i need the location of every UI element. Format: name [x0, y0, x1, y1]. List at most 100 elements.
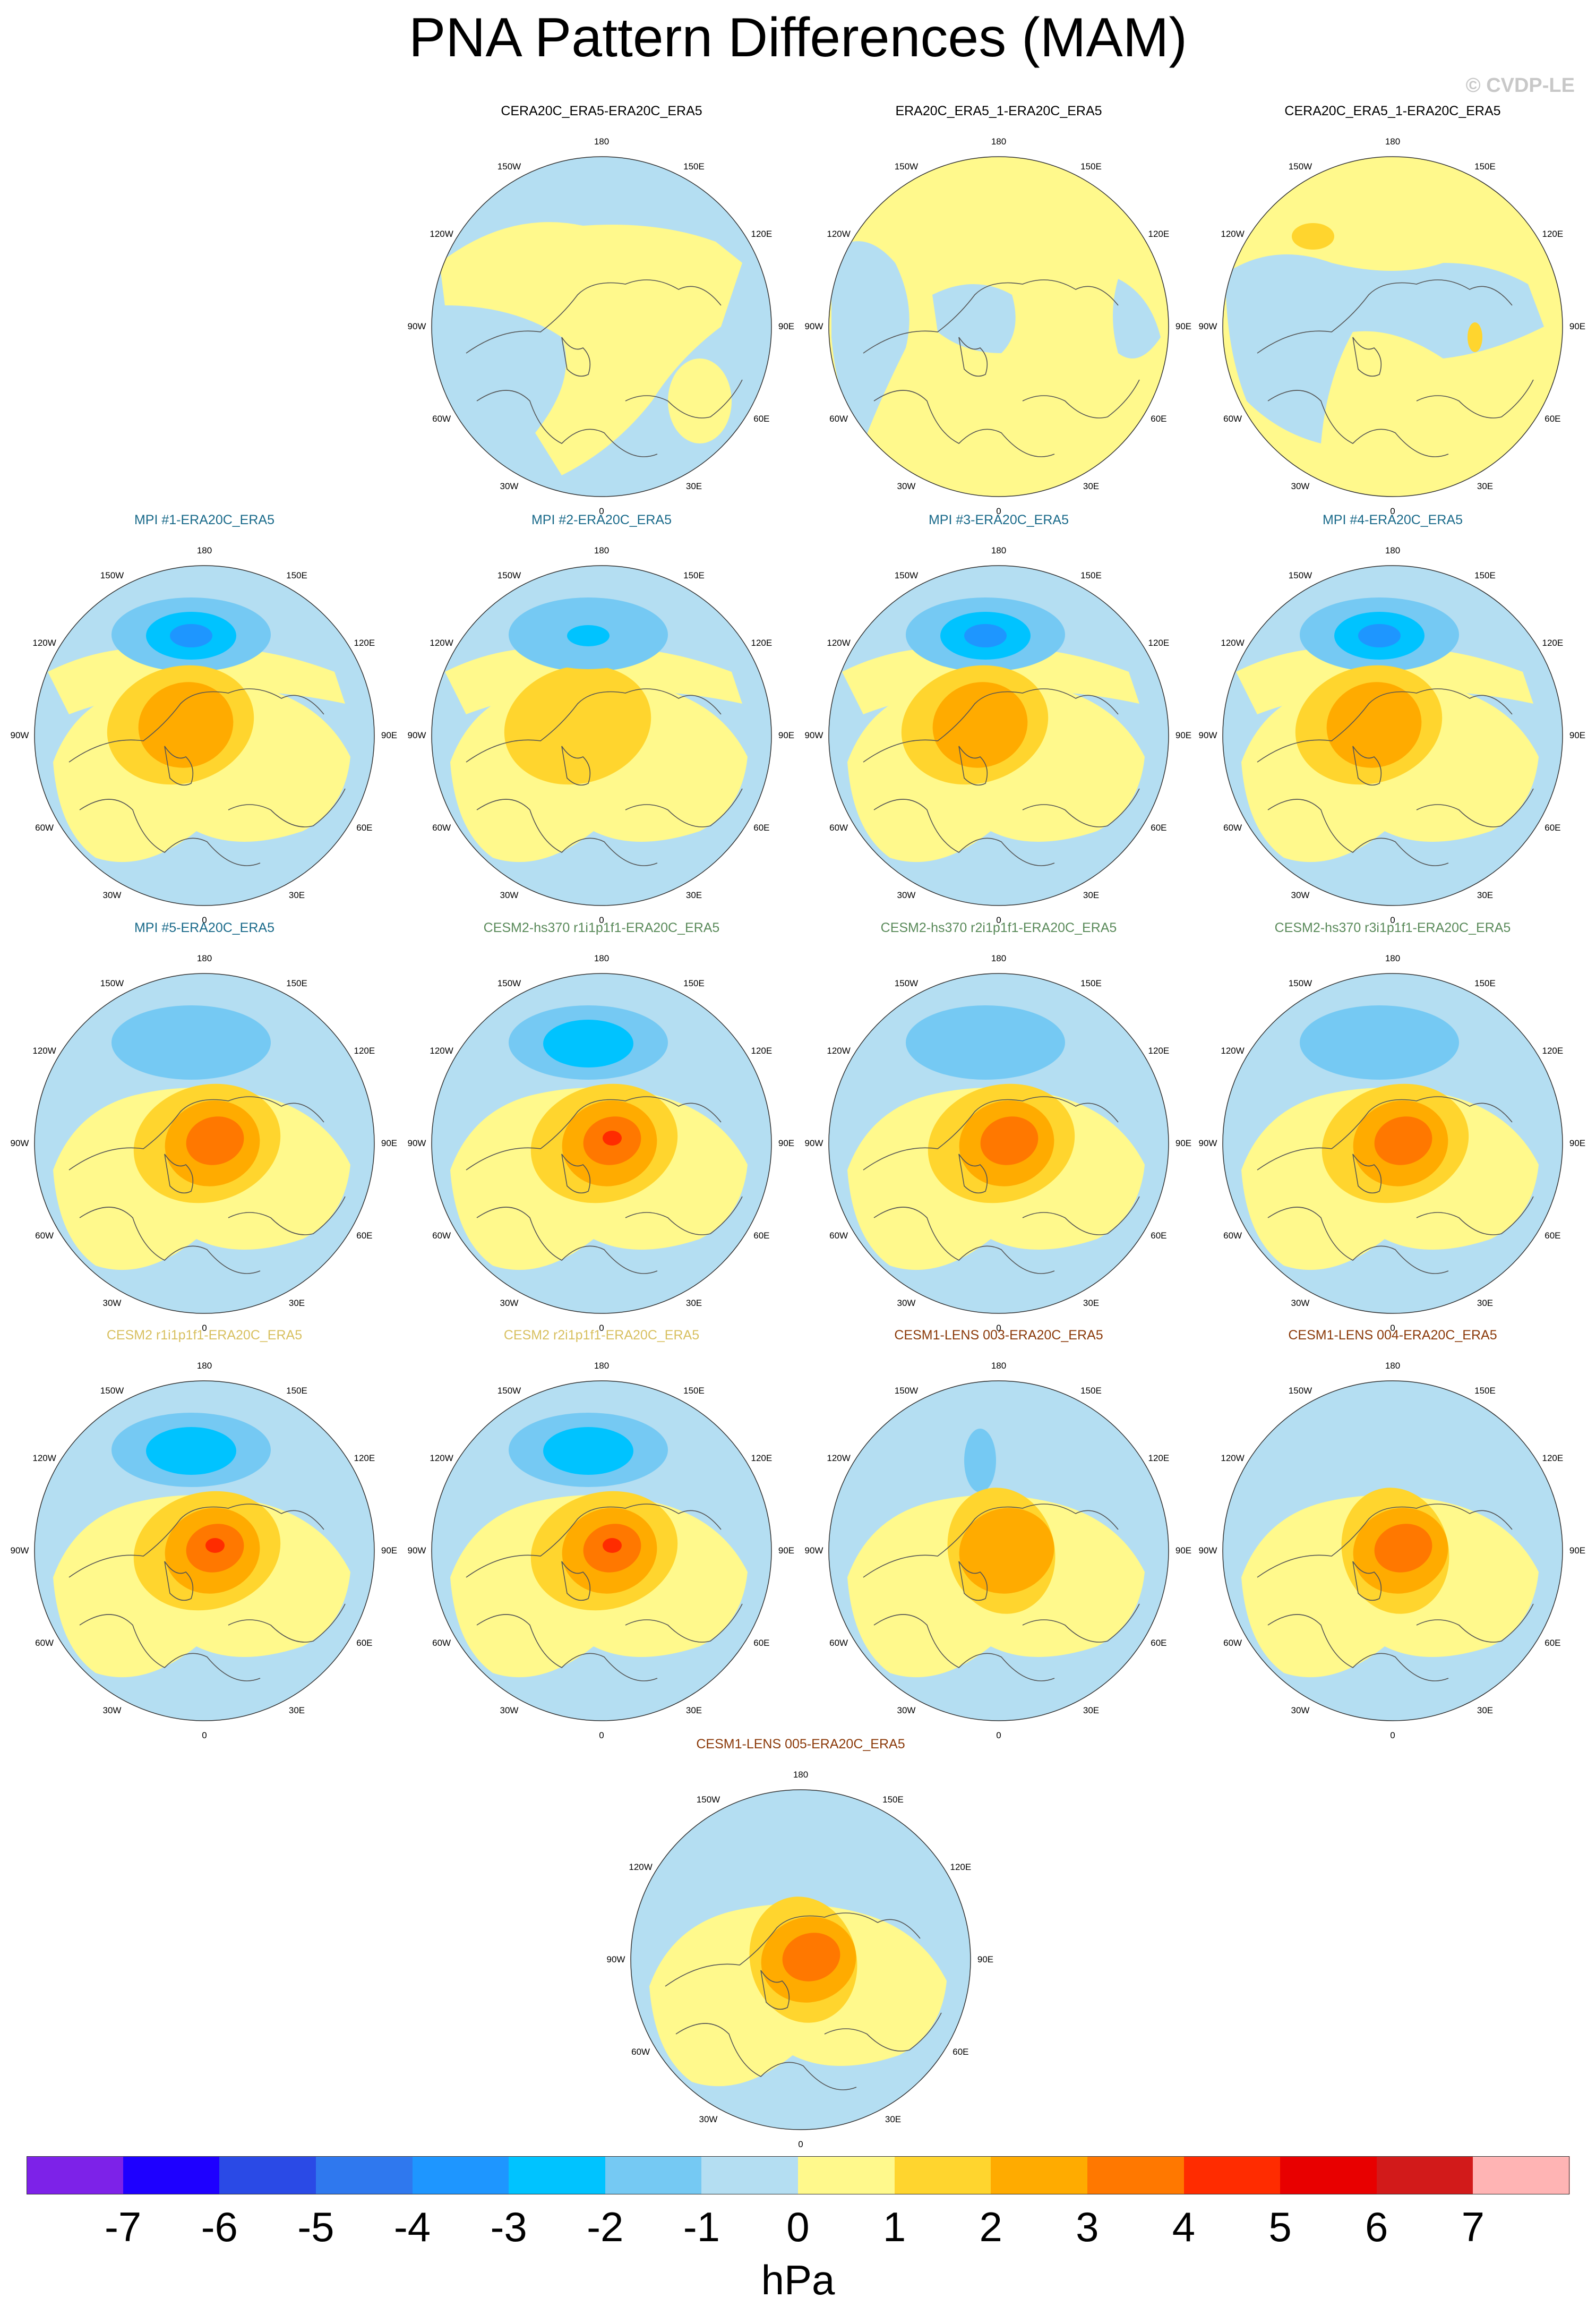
colorbar-tick-label: -1	[683, 2203, 720, 2250]
longitude-label: 120E	[751, 1453, 773, 1463]
longitude-label: 30W	[897, 1705, 916, 1716]
colorbar-tick-label: 6	[1365, 2203, 1388, 2250]
coastline	[1267, 1207, 1449, 1274]
negative-region	[932, 284, 1016, 353]
longitude-label: 120W	[430, 638, 453, 648]
coastline	[561, 746, 591, 786]
coastline	[1267, 799, 1449, 866]
longitude-label: 90E	[1175, 1545, 1192, 1556]
longitude-label: 180	[991, 136, 1007, 147]
coastline	[466, 688, 722, 763]
coastline	[873, 1207, 1055, 1274]
map-boundary	[828, 565, 1169, 906]
coastline	[1267, 390, 1449, 457]
longitude-label: 150W	[497, 570, 521, 580]
map-panel: CESM1-LENS 004-ERA20C_ERA5 180 150E 120E 90E…	[1194, 1328, 1592, 1740]
map-panel: CESM2-hs370 r3i1p1f1-ERA20C_ERA5 180 150E 1…	[1194, 920, 1592, 1333]
longitude-label: 120E	[751, 1046, 773, 1056]
longitude-label: 90E	[381, 1138, 398, 1148]
positive-region	[1468, 322, 1482, 352]
longitude-label: 60E	[1544, 823, 1561, 833]
map-boundary	[1222, 565, 1563, 906]
map-boundary	[34, 1380, 375, 1721]
map-panel: MPI #3-ERA20C_ERA5 180 150E 120E 90E 60E 30E 0 3…	[800, 512, 1198, 925]
longitude-label: 120E	[751, 229, 773, 239]
coastline	[561, 337, 591, 377]
coastline	[625, 379, 743, 418]
longitude-label: 0	[1390, 1323, 1395, 1333]
longitude-label: 150E	[1474, 570, 1496, 580]
longitude-label: 60W	[35, 1638, 54, 1648]
longitude-label: 180	[991, 1361, 1007, 1371]
negative-lobe	[111, 1005, 271, 1080]
coastline	[476, 799, 658, 866]
polar-map	[1222, 1380, 1563, 1721]
longitude-label: 180	[793, 1770, 809, 1780]
longitude-label: 180	[594, 1361, 610, 1371]
longitude-label: 60W	[35, 823, 54, 833]
longitude-label: 150E	[1080, 1385, 1102, 1396]
positive-region	[440, 222, 742, 475]
longitude-label: 150E	[1474, 1385, 1496, 1396]
longitude-label: 30E	[288, 1705, 305, 1716]
longitude-label: 30W	[500, 1705, 519, 1716]
positive-core-max	[186, 1116, 244, 1165]
longitude-label: 120W	[827, 229, 851, 239]
longitude-label: 150W	[894, 978, 919, 988]
longitude-label: 150W	[1288, 1385, 1312, 1396]
longitude-label: 120E	[354, 638, 375, 648]
colorbar-tick-label: -4	[393, 2203, 431, 2250]
positive-core-peak	[603, 1538, 622, 1553]
coastline	[466, 1096, 722, 1171]
coastline	[476, 390, 658, 457]
longitude-label: 90W	[407, 730, 426, 740]
coastline	[68, 1504, 324, 1578]
coastline	[1022, 1603, 1140, 1643]
longitude-label: 150E	[683, 1385, 705, 1396]
map-panel: MPI #4-ERA20C_ERA5 180 150E 120E 90E 60E 30E 0 3…	[1194, 512, 1592, 925]
longitude-label: 150E	[286, 570, 307, 580]
longitude-label: 150E	[286, 978, 307, 988]
coastline	[79, 1207, 261, 1274]
coastline	[466, 1504, 722, 1578]
colorbar-units: hPa	[761, 2257, 835, 2303]
positive-core-peak	[205, 1538, 225, 1553]
longitude-label: 60W	[1223, 414, 1242, 424]
polar-map	[828, 973, 1169, 1314]
longitude-label: 180	[594, 545, 610, 556]
figure-title: PNA Pattern Differences (MAM)	[408, 7, 1188, 69]
coastline	[1267, 1614, 1449, 1681]
coastline	[561, 1154, 591, 1194]
polar-map	[1222, 973, 1563, 1314]
longitude-label: 120W	[430, 229, 453, 239]
longitude-label: 120W	[1221, 229, 1245, 239]
longitude-label: 0	[996, 1730, 1001, 1740]
longitude-label: 90W	[1198, 730, 1217, 740]
coastline	[79, 799, 261, 866]
negative-lobe	[906, 1005, 1065, 1080]
longitude-label: 120W	[827, 1453, 851, 1463]
longitude-label: 0	[202, 1730, 207, 1740]
coastline	[1352, 1154, 1382, 1194]
longitude-label: 30E	[1477, 890, 1494, 901]
polar-map	[431, 1380, 772, 1721]
longitude-label: 90W	[1198, 321, 1217, 331]
negative-lobe-max	[1358, 624, 1401, 647]
longitude-label: 120W	[32, 638, 56, 648]
colorbar-segment	[894, 2156, 991, 2194]
longitude-label: 90E	[778, 321, 795, 331]
longitude-label: 0	[1390, 1730, 1395, 1740]
coastline	[1352, 1561, 1382, 1601]
longitude-label: 60E	[753, 1231, 770, 1241]
longitude-label: 0	[599, 915, 604, 925]
coastline	[1416, 1196, 1534, 1235]
map-panel: CERA20C_ERA5_1-ERA20C_ERA5 180 150E 120E 90E…	[1194, 104, 1592, 516]
longitude-label: 150E	[286, 1385, 307, 1396]
longitude-label: 120E	[1542, 229, 1564, 239]
colorbar-tick-label: -2	[587, 2203, 624, 2250]
longitude-label: 0	[1390, 506, 1395, 516]
coastline	[1416, 379, 1534, 418]
map-boundary	[431, 565, 772, 906]
longitude-label: 60W	[35, 1231, 54, 1241]
polar-map	[34, 1380, 375, 1721]
